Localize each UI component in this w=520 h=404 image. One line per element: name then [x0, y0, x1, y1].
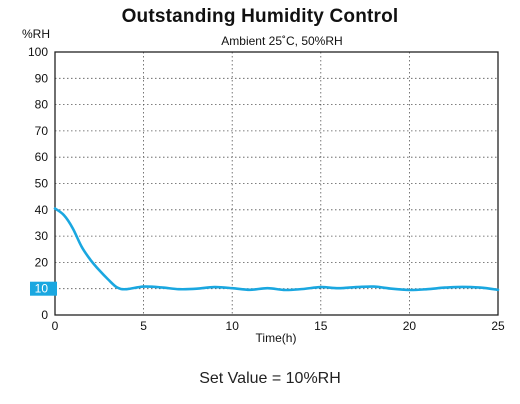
y-tick-label: 90: [35, 71, 49, 85]
chart-subtitle: Ambient 25˚C, 50%RH: [221, 34, 342, 48]
y-tick-label: 30: [35, 229, 49, 243]
x-tick-label: 15: [314, 319, 328, 333]
y-tick-label: 0: [41, 308, 48, 322]
grid-lines: [55, 52, 498, 315]
humidity-series-line: [53, 207, 500, 292]
y-tick-label: 20: [35, 255, 49, 269]
x-tick-label: 5: [140, 319, 147, 333]
y-axis-label: %RH: [22, 27, 50, 41]
y-tick-label: 10: [35, 282, 49, 296]
y-tick-label: 50: [35, 177, 49, 191]
set-value-note: Set Value = 10%RH: [199, 370, 341, 387]
y-tick-label: 70: [35, 124, 49, 138]
x-tick-labels: 0 5 10 15 20 25: [52, 319, 505, 333]
y-tick-label: 100: [28, 45, 48, 59]
chart-title: Outstanding Humidity Control: [121, 6, 399, 27]
x-tick-label: 20: [403, 319, 417, 333]
x-tick-label: 0: [52, 319, 59, 333]
y-tick-label: 60: [35, 150, 49, 164]
y-tick-label: 40: [35, 203, 49, 217]
y-tick-labels: 0 10 20 30 40 50 60 70 80 90 100: [28, 45, 57, 322]
plot-frame: [54, 51, 499, 316]
x-tick-label: 25: [491, 319, 505, 333]
x-tick-label: 10: [226, 319, 240, 333]
x-axis-label: Time(h): [256, 331, 297, 345]
y-tick-label: 80: [35, 98, 49, 112]
y-tick-highlight: [30, 281, 57, 296]
